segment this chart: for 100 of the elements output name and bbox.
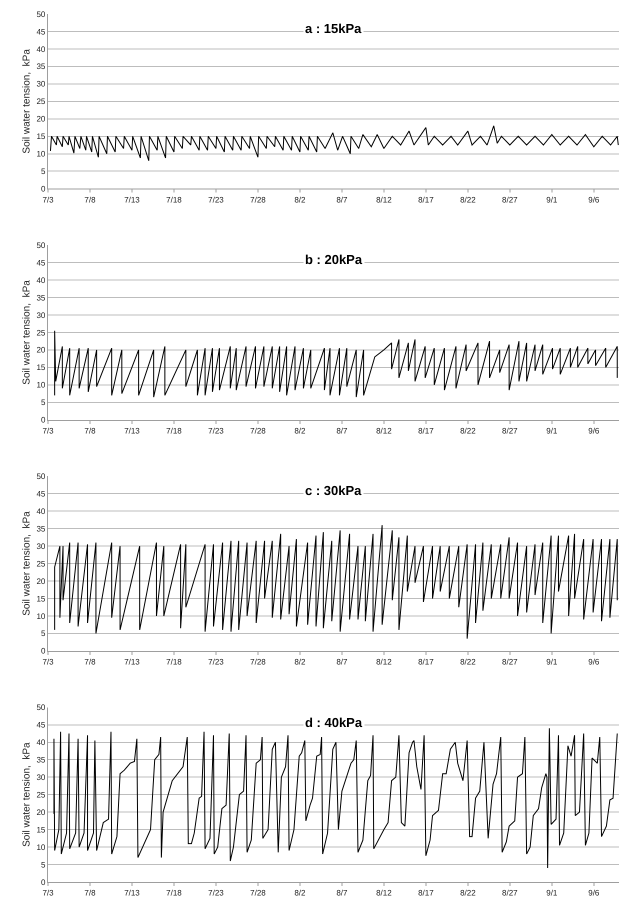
y-tick-label: 30	[36, 310, 46, 320]
x-tick-label: 8/22	[460, 888, 476, 898]
x-tick-label: 7/18	[166, 657, 182, 666]
x-tick-label: 7/28	[250, 426, 266, 436]
y-tick-label: 0	[40, 416, 46, 425]
y-tick-label: 25	[36, 328, 46, 338]
x-tick-label: 7/28	[250, 657, 266, 666]
x-tick-label: 8/27	[502, 888, 518, 898]
x-tick-label: 8/12	[376, 657, 392, 666]
y-tick-label: 30	[36, 542, 46, 551]
x-tick-label: 7/8	[84, 888, 96, 898]
y-tick-label: 20	[36, 576, 46, 586]
x-tick-label: 8/2	[294, 195, 306, 204]
x-tick-label: 9/6	[588, 195, 600, 204]
y-tick-label: 40	[36, 738, 46, 748]
x-tick-label: 7/13	[124, 888, 140, 898]
x-tick-label: 7/23	[208, 426, 224, 436]
y-tick-label: 5	[40, 629, 46, 638]
x-tick-label: 8/17	[418, 888, 434, 898]
x-tick-label: 8/17	[418, 426, 434, 436]
y-tick-label: 0	[40, 646, 46, 656]
x-tick-label: 7/23	[208, 657, 224, 666]
x-tick-label: 7/13	[124, 426, 140, 436]
x-tick-label: 8/27	[502, 195, 518, 204]
y-tick-label: 20	[36, 114, 46, 124]
y-tick-label: 45	[36, 720, 46, 730]
x-tick-label: 8/12	[376, 888, 392, 898]
x-tick-label: 9/6	[588, 657, 600, 666]
y-tick-label: 50	[36, 240, 46, 250]
y-tick-label: 35	[36, 756, 46, 765]
y-tick-label: 25	[36, 559, 46, 568]
y-tick-label: 30	[36, 772, 46, 782]
y-tick-label: 5	[40, 167, 46, 176]
x-tick-label: 7/13	[124, 195, 140, 204]
x-tick-label: 8/17	[418, 195, 434, 204]
y-tick-label: 10	[36, 612, 46, 621]
text: c : 30kPa	[305, 483, 362, 498]
y-tick-label: 35	[36, 524, 46, 534]
y-axis-title: Soil water tension, kPa	[21, 510, 32, 616]
x-tick-label: 8/12	[376, 426, 392, 436]
y-tick-label: 0	[40, 184, 46, 194]
x-tick-label: 9/1	[546, 426, 558, 436]
y-tick-label: 15	[36, 363, 46, 372]
x-tick-label: 8/17	[418, 657, 434, 666]
x-tick-label: 8/27	[502, 657, 518, 666]
x-tick-label: 8/27	[502, 426, 518, 436]
y-tick-label: 25	[36, 790, 46, 800]
y-tick-label: 15	[36, 594, 46, 604]
x-tick-label: 8/7	[336, 426, 348, 436]
x-tick-label: 9/6	[588, 888, 600, 898]
x-tick-label: 7/23	[208, 195, 224, 204]
y-tick-label: 25	[36, 97, 46, 106]
x-tick-label: 7/18	[166, 426, 182, 436]
y-tick-label: 10	[36, 842, 46, 852]
y-axis-title: Soil water tension, kPa	[21, 280, 32, 385]
x-tick-label: 9/1	[546, 195, 558, 204]
x-tick-label: 7/23	[208, 888, 224, 898]
y-tick-label: 40	[36, 506, 46, 516]
y-tick-label: 15	[36, 825, 46, 834]
x-tick-label: 7/8	[84, 426, 96, 436]
x-tick-label: 9/6	[588, 426, 600, 436]
y-axis-title: Soil water tension, kPa	[21, 48, 32, 154]
x-tick-label: 8/22	[460, 657, 476, 666]
y-tick-label: 45	[36, 27, 46, 36]
y-tick-label: 35	[36, 62, 46, 72]
x-tick-label: 9/1	[546, 657, 558, 666]
x-tick-label: 8/2	[294, 657, 306, 666]
x-tick-label: 7/28	[250, 888, 266, 898]
y-tick-label: 45	[36, 489, 46, 498]
y-tick-label: 20	[36, 346, 46, 355]
x-tick-label: 8/7	[336, 888, 348, 898]
text: d : 40kPa	[305, 715, 363, 730]
x-tick-label: 7/8	[84, 657, 96, 666]
x-tick-label: 8/2	[294, 426, 306, 436]
y-tick-label: 50	[36, 703, 46, 712]
y-tick-label: 10	[36, 380, 46, 390]
x-tick-label: 7/3	[42, 195, 54, 204]
y-tick-label: 30	[36, 80, 46, 89]
x-tick-label: 7/28	[250, 195, 266, 204]
x-tick-label: 7/18	[166, 195, 182, 204]
y-tick-label: 20	[36, 808, 46, 817]
x-tick-label: 8/12	[376, 195, 392, 204]
x-tick-label: 8/7	[336, 195, 348, 204]
y-tick-label: 40	[36, 276, 46, 285]
x-tick-label: 8/22	[460, 426, 476, 436]
x-tick-label: 7/13	[124, 657, 140, 666]
x-tick-label: 7/18	[166, 888, 182, 898]
text: a : 15kPa	[305, 21, 362, 36]
y-tick-label: 50	[36, 10, 46, 19]
x-tick-label: 7/3	[42, 426, 54, 436]
x-tick-label: 8/7	[336, 657, 348, 666]
x-tick-label: 7/8	[84, 195, 96, 204]
y-axis-title: Soil water tension, kPa	[21, 742, 32, 847]
y-tick-label: 15	[36, 132, 46, 142]
x-tick-label: 7/3	[42, 657, 54, 666]
y-tick-label: 5	[40, 398, 46, 408]
text: b : 20kPa	[305, 252, 363, 267]
y-tick-label: 5	[40, 860, 46, 870]
y-tick-label: 40	[36, 44, 46, 54]
y-tick-label: 10	[36, 150, 46, 159]
